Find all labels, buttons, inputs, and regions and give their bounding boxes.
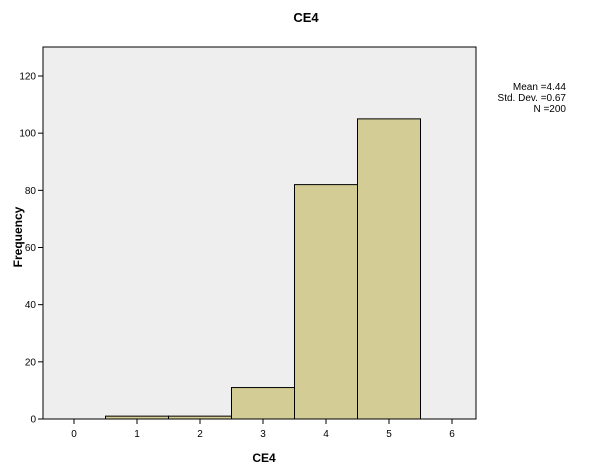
y-axis-label: Frequency	[11, 206, 25, 267]
bar-3	[231, 387, 295, 420]
x-tick-label: 1	[134, 429, 140, 440]
chart-title: CE4	[293, 10, 319, 25]
y-tick-label: 40	[25, 300, 37, 311]
stats-n: N =200	[533, 104, 566, 115]
y-tick-label: 80	[25, 186, 37, 197]
x-tick-label: 3	[260, 429, 266, 440]
y-tick-label: 60	[25, 243, 37, 254]
x-axis-ticks: 0 1 2 3 4 5 6	[71, 419, 455, 440]
stats-mean: Mean =4.44	[513, 82, 567, 93]
bar-5	[357, 118, 421, 420]
bars-group	[105, 118, 421, 420]
y-tick-label: 100	[19, 129, 36, 140]
x-tick-label: 2	[197, 429, 203, 440]
bar-2	[168, 415, 232, 420]
stats-box: Mean =4.44 Std. Dev. =0.67 N =200	[498, 82, 567, 115]
y-axis-ticks: 0 20 40 60 80 100 120	[19, 72, 43, 426]
y-tick-label: 20	[25, 357, 37, 368]
y-tick-label: 0	[30, 415, 36, 426]
x-tick-label: 6	[449, 429, 455, 440]
bar-4	[294, 184, 358, 420]
bar-1	[105, 415, 169, 420]
y-tick-label: 120	[19, 72, 36, 83]
stats-std-dev: Std. Dev. =0.67	[498, 93, 567, 104]
x-tick-label: 0	[71, 429, 77, 440]
x-axis-label: CE4	[252, 451, 276, 465]
x-tick-label: 5	[386, 429, 392, 440]
x-tick-label: 4	[323, 429, 329, 440]
